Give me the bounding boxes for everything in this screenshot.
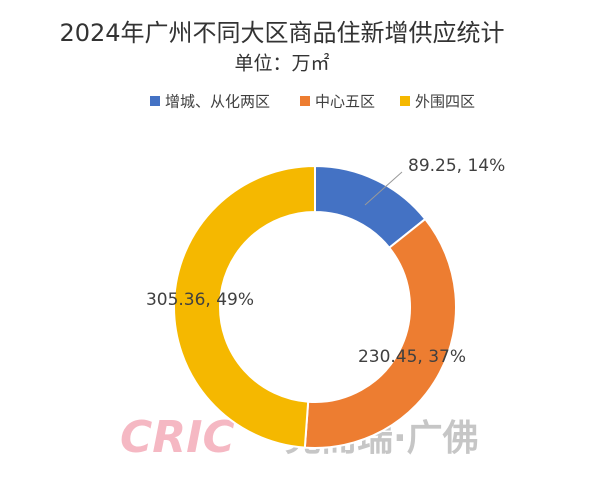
- legend-label: 增城、从化两区: [165, 93, 270, 111]
- donut-slice: [303, 217, 457, 449]
- legend-swatch: [150, 96, 160, 106]
- leader-line: [364, 171, 403, 206]
- chart-title: 2024年广州不同大区商品住新增供应统计: [59, 19, 504, 47]
- donut-slice: [173, 164, 316, 449]
- data-label: 305.36, 49%: [146, 290, 254, 310]
- data-label: 89.25, 14%: [408, 156, 505, 176]
- legend-swatch: [300, 96, 310, 106]
- legend-label: 中心五区: [315, 93, 375, 111]
- chart-subtitle: 单位：万㎡: [234, 52, 329, 75]
- data-label: 230.45, 37%: [358, 347, 466, 367]
- watermark-logo: CRIC: [120, 412, 235, 463]
- legend-label: 外围四区: [415, 93, 475, 111]
- legend-swatch: [400, 96, 410, 106]
